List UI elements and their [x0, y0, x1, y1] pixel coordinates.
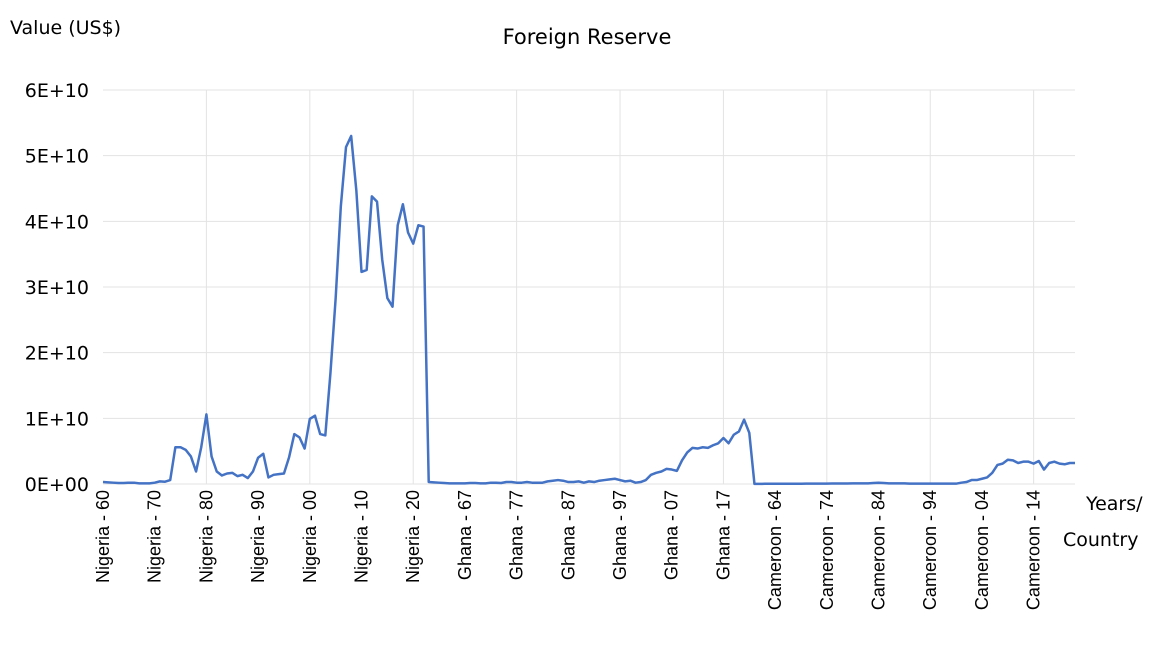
x-tick-label: Nigeria - 90 — [248, 490, 268, 583]
y-tick-label: 3E+10 — [25, 277, 89, 299]
data-line — [102, 134, 1075, 486]
x-tick-label: Nigeria - 60 — [93, 490, 113, 583]
x-tick-label: Nigeria - 80 — [196, 490, 216, 583]
x-tick-label: Nigeria - 70 — [145, 490, 165, 583]
x-axis-label: Country — [1063, 529, 1138, 551]
y-tick-label: 5E+10 — [25, 146, 89, 168]
y-tick-label: 0E+00 — [25, 474, 89, 496]
y-tick-label: 1E+10 — [25, 408, 89, 430]
x-tick-label: Nigeria - 20 — [403, 490, 423, 583]
x-tick-label: Ghana - 97 — [610, 490, 630, 580]
x-tick-label: Ghana - 87 — [558, 490, 578, 580]
y-tick-label: 6E+10 — [25, 80, 89, 102]
y-tick-label: 2E+10 — [25, 343, 89, 365]
x-tick-label: Ghana - 17 — [713, 490, 733, 580]
x-tick-label: Cameroon - 94 — [920, 490, 940, 610]
x-tick-label: Nigeria - 10 — [352, 490, 372, 583]
x-tick-label: Ghana - 07 — [662, 490, 682, 580]
chart-title: Foreign Reserve — [503, 25, 672, 49]
x-tick-label: Cameroon - 64 — [765, 490, 785, 610]
x-axis-label: Years/ — [1085, 493, 1143, 515]
x-tick-label: Ghana - 67 — [455, 490, 475, 580]
y-tick-label: 4E+10 — [25, 211, 89, 233]
x-tick-label: Cameroon - 14 — [1024, 490, 1044, 610]
x-tick-label: Cameroon - 74 — [817, 490, 837, 610]
x-tick-label: Cameroon - 04 — [972, 490, 992, 610]
y-axis-label: Value (US$) — [10, 17, 121, 39]
x-tick-label: Cameroon - 84 — [869, 490, 889, 610]
x-tick-label: Nigeria - 00 — [300, 490, 320, 583]
x-tick-label: Ghana - 77 — [507, 490, 527, 580]
